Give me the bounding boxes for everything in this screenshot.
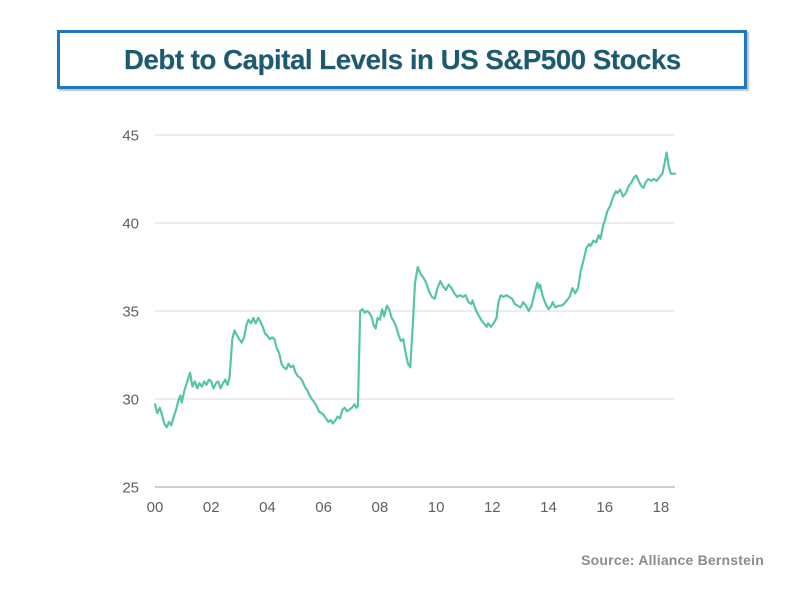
y-tick-label: 45 — [122, 127, 139, 144]
x-tick-label: 18 — [653, 499, 670, 516]
chart-svg: 25 30 35 40 45 00 02 04 06 08 10 12 14 16 18 — [122, 127, 677, 516]
y-tick-label: 35 — [122, 303, 139, 320]
x-tick-label: 14 — [540, 499, 557, 516]
chart-title-box: Debt to Capital Levels in US S&P500 Stoc… — [57, 30, 747, 89]
y-tick-label: 25 — [122, 479, 139, 496]
x-tick-label: 08 — [372, 499, 389, 516]
source-attribution: Source: Alliance Bernstein — [581, 552, 764, 568]
y-tick-label: 40 — [122, 215, 139, 232]
x-tick-label: 04 — [259, 499, 276, 516]
x-tick-label: 10 — [428, 499, 445, 516]
x-tick-label: 12 — [484, 499, 501, 516]
chart-title: Debt to Capital Levels in US S&P500 Stoc… — [123, 43, 681, 75]
y-tick-label: 30 — [122, 391, 139, 408]
x-tick-label: 02 — [203, 499, 220, 516]
x-tick-label: 16 — [596, 499, 613, 516]
x-tick-label: 00 — [147, 499, 164, 516]
x-tick-label: 06 — [315, 499, 332, 516]
debt-to-capital-line — [153, 151, 677, 429]
